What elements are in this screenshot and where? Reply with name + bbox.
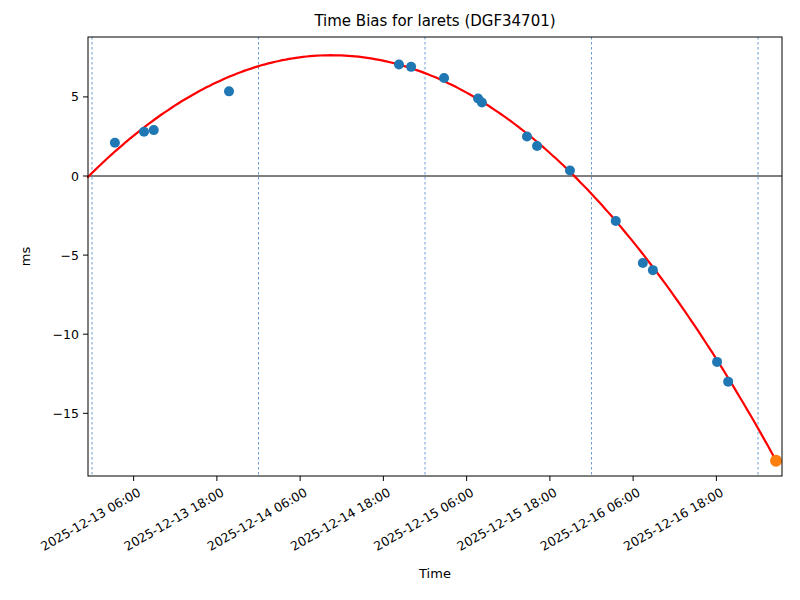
time-bias-chart: Time Bias for larets (DGF34701) ms 2025-… — [0, 0, 800, 600]
observed-time-bias-point — [477, 97, 487, 107]
observed-time-bias-point — [406, 62, 416, 72]
observed-time-bias-point — [723, 377, 733, 387]
y-tick-label: −5 — [61, 248, 79, 263]
observed-time-bias-point — [611, 216, 621, 226]
observed-time-bias-point — [224, 86, 234, 96]
observed-time-bias-point — [149, 125, 159, 135]
y-tick-label: 5 — [71, 89, 79, 104]
fit-curve — [88, 55, 775, 458]
observed-time-bias-point — [139, 127, 149, 137]
observed-time-bias-point — [565, 165, 575, 175]
plot-area: 2025-12-13 06:002025-12-13 18:002025-12-… — [0, 0, 800, 600]
latest-observation-point — [770, 455, 782, 467]
observed-time-bias-point — [648, 265, 658, 275]
observed-time-bias-point — [638, 258, 648, 268]
observed-time-bias-point — [394, 59, 404, 69]
y-tick-label: 0 — [71, 169, 79, 184]
observed-time-bias-point — [712, 357, 722, 367]
axes-frame — [88, 37, 782, 476]
y-tick-label: −10 — [53, 327, 79, 342]
observed-time-bias-point — [532, 141, 542, 151]
observed-time-bias-point — [522, 131, 532, 141]
observed-time-bias-point — [110, 138, 120, 148]
observed-time-bias-point — [439, 73, 449, 83]
x-axis-label: Time — [88, 566, 782, 581]
y-tick-label: −15 — [53, 406, 79, 421]
